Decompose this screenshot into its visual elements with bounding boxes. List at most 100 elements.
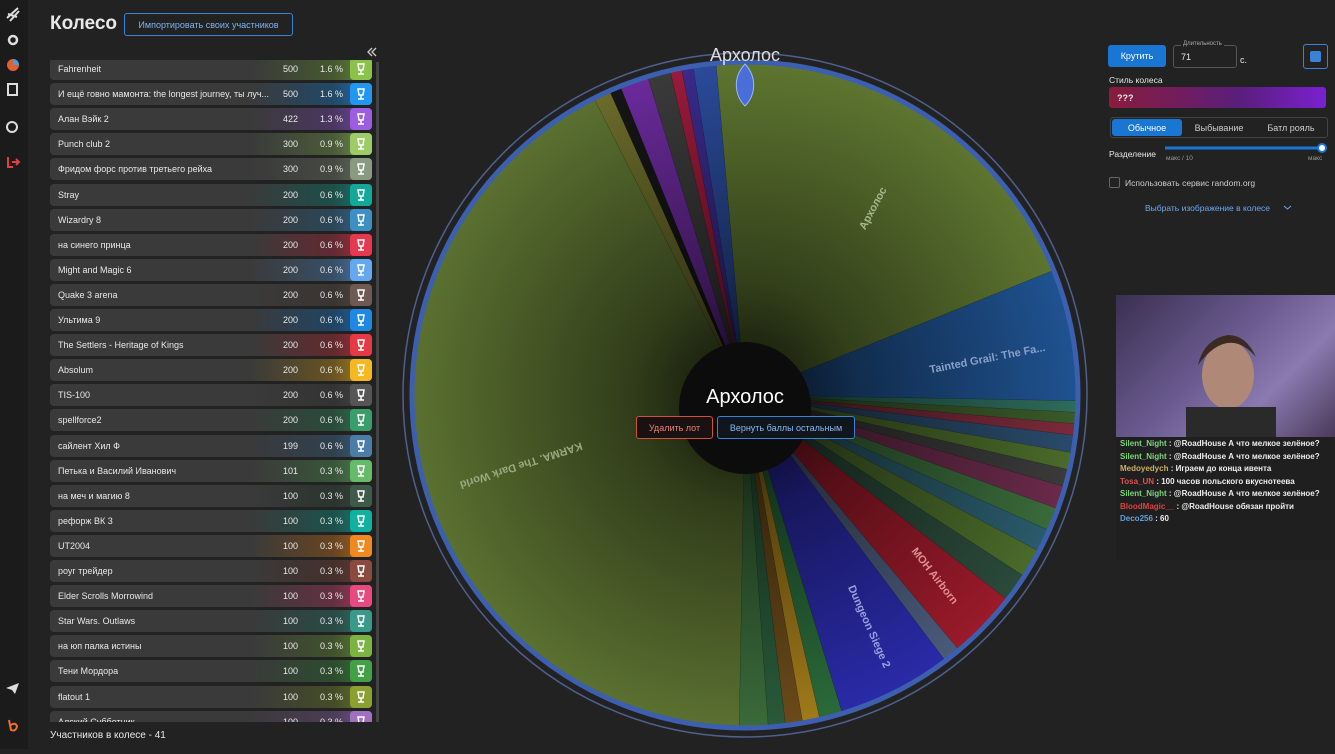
participant-badge[interactable] [350,283,372,306]
participant-badge[interactable] [350,484,372,507]
participant-row[interactable]: Might and Magic 6 200 0.6 % [50,258,372,281]
style-select[interactable]: ??? [1109,87,1326,108]
pointer [735,63,755,107]
participant-badge[interactable] [350,359,372,382]
participant-points: 200 [282,415,298,426]
participant-row[interactable]: на юп палка истины 100 0.3 % [50,635,372,658]
participant-percent: 0.3 % [320,666,344,677]
chat-user: Tosa_UN [1120,476,1155,486]
participant-badge[interactable] [350,108,372,131]
participant-row[interactable]: Star Wars. Outlaws 100 0.3 % [50,610,372,633]
image-link[interactable]: Выбрать изображение в колесе [1145,203,1271,213]
participant-name: The Settlers - Heritage of Kings [58,340,184,351]
participant-points: 300 [282,164,298,175]
participant-name: Fahrenheit [58,64,102,74]
participant-row[interactable]: TIS-100 200 0.6 % [50,384,372,407]
participant-badge[interactable] [350,83,372,106]
chat-user: Silent_Night [1120,489,1167,498]
participant-row[interactable]: Quake 3 arena 200 0.6 % [50,283,372,306]
participant-row[interactable]: И ещё говно мамонта: the longest journey… [50,83,372,106]
center-label: Архолос [706,386,784,408]
import-button[interactable]: Импортировать своих участников [124,13,293,36]
participant-row[interactable]: spellforce2 200 0.6 % [50,409,372,432]
participant-row[interactable]: Фридом форс против третьего рейха 300 0.9 … [50,158,372,181]
participant-row[interactable]: flatout 1 100 0.3 % [50,685,372,708]
participant-badge[interactable] [350,409,372,432]
participant-badge[interactable] [350,434,372,457]
participant-badge[interactable] [350,60,372,80]
tab[interactable]: Выбывание [1194,122,1244,133]
participant-points: 199 [282,440,298,451]
participant-row[interactable]: Absolum 200 0.6 % [50,359,372,382]
participant-badge[interactable] [350,208,372,231]
participant-badge[interactable] [350,158,372,181]
participant-row[interactable]: Stray 200 0.6 % [50,183,372,206]
participant-badge[interactable] [350,635,372,658]
participant-row[interactable]: Punch club 2 300 0.9 % [50,133,372,156]
participant-row[interactable]: The Settlers - Heritage of Kings 200 0.6 % [50,334,372,357]
participant-row[interactable]: Петька и Василий Иванович 101 0.3 % [50,459,372,482]
participant-badge[interactable] [350,560,372,582]
collapse-icon[interactable] [366,46,378,58]
chat-user: BloodMagic__ [1120,501,1175,511]
participant-row[interactable]: Алан Вэйк 2 422 1.3 % [50,108,372,131]
participant-row[interactable]: Алский Субботник 100 0.3 % [50,710,372,722]
participant-badge[interactable] [350,334,372,357]
style-label: Стиль колеса [1109,75,1163,85]
participant-row[interactable]: Тени Мордора 100 0.3 % [50,660,372,683]
participant-points: 100 [282,591,298,602]
random-org-checkbox[interactable] [1109,177,1120,188]
logout-icon[interactable] [7,157,21,168]
participant-badge[interactable] [350,534,372,557]
participant-row[interactable]: сайлент Хил Ф 199 0.6 % [50,434,372,457]
wheel: Архолос Архолос Архолос Tainted Grail: T… [402,45,1088,738]
participant-badge[interactable] [350,660,372,683]
participant-count: Участников в колесе - 41 [50,730,166,741]
participant-badge[interactable] [350,183,372,206]
participant-name: Петька и Василий Иванович [58,465,177,476]
participant-list: Fahrenheit 500 1.6 % И ещё говно мамонта: t… [48,60,380,722]
participant-badge[interactable] [350,685,372,708]
participant-row[interactable]: Ультима 9 200 0.6 % [50,309,372,331]
split-slider[interactable] [1160,142,1330,154]
participant-row[interactable]: на меч и магию 8 100 0.3 % [50,484,372,507]
chat-message: Silent_Night : @RoadHouse А что мелкое з… [1120,451,1330,464]
duration-field[interactable]: Длительность 71 [1173,41,1237,68]
tab[interactable]: Батл рояль [1267,122,1315,133]
participant-badge[interactable] [350,258,372,281]
history-icon[interactable] [7,83,18,96]
participant-row[interactable]: Fahrenheit 500 1.6 % [50,60,372,80]
participant-badge[interactable] [350,610,372,633]
participant-row[interactable]: Wizardry 8 200 0.6 % [50,208,372,231]
participant-name: сайлент Хил Ф [58,440,121,451]
participant-row[interactable]: Elder Scrolls Morrowind 100 0.3 % [50,585,372,608]
return-button[interactable]: Вернуть баллы остальным [717,416,855,439]
participant-badge[interactable] [350,133,372,156]
random-button[interactable] [1303,44,1328,69]
logo-icon[interactable] [6,7,20,22]
participant-row[interactable]: на синего принца 200 0.6 % [50,233,372,256]
brand-icon[interactable] [8,719,19,732]
participant-badge[interactable] [350,309,372,331]
participant-row[interactable]: рефорж ВК 3 100 0.3 % [50,509,372,532]
participant-row[interactable]: UT2004 100 0.3 % [50,534,372,557]
delete-button[interactable]: Удалить лот [636,416,713,439]
participant-badge[interactable] [350,233,372,256]
participant-percent: 1.3 % [320,114,344,125]
chat-text: : @RoadHouse А что мелкое зелёное? [1166,439,1320,448]
tab[interactable]: Обычное [1112,119,1182,136]
participant-points: 500 [282,89,298,100]
telegram-icon[interactable] [6,683,19,694]
participant-name: на юп палка истины [58,641,142,652]
spin-button[interactable]: Крутить [1108,45,1166,67]
chat-user: Deco256 [1120,514,1153,523]
participant-badge[interactable] [350,384,372,407]
participant-badge[interactable] [350,509,372,532]
participant-badge[interactable] [350,459,372,482]
settings-icon[interactable] [7,34,19,46]
help-icon[interactable] [6,121,18,133]
participant-name: Might and Magic 6 [58,264,132,275]
participant-row[interactable]: роуг трейдер 100 0.3 % [50,560,372,582]
participant-badge[interactable] [350,585,372,608]
participant-badge[interactable] [350,710,372,722]
